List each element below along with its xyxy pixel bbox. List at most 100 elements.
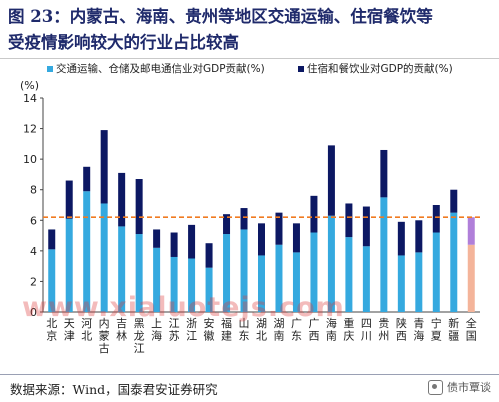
x-tick-label-5-1: 龙 [134, 330, 145, 343]
bar-series-1-17 [345, 237, 353, 312]
x-tick-label-1-0: 天 [64, 317, 75, 330]
bar-series-2-15 [310, 195, 318, 233]
bar-series-2-13 [275, 212, 283, 245]
y-tick-label-3: 6 [30, 214, 37, 227]
x-tick-label-18-1: 川 [361, 330, 372, 343]
x-tick-label-5-2: 江 [134, 342, 145, 355]
bar-series-2-14 [292, 223, 300, 253]
x-tick-label-11-0: 山 [239, 317, 250, 330]
y-tick-label-2: 4 [30, 245, 37, 258]
bar-series-1-1 [65, 218, 73, 312]
bar-series-1-6 [153, 247, 161, 312]
x-tick-label-3-0: 内 [99, 316, 110, 330]
x-tick-label-1-1: 津 [64, 330, 75, 343]
x-tick-label-10-0: 福 [221, 316, 232, 330]
x-tick-label-9-0: 安 [204, 316, 215, 330]
chart-title-line1: 图 23：内蒙古、海南、贵州等地区交通运输、住宿餐饮等 [8, 7, 433, 26]
source-note: 数据来源：Wind，国泰君安证券研究 [10, 382, 218, 397]
bar-series-2-10 [223, 214, 231, 235]
x-tick-label-18-0: 四 [361, 317, 372, 330]
bar-series-1-21 [415, 252, 423, 312]
legend-swatch-series-2 [298, 66, 304, 72]
x-tick-label-22-1: 夏 [431, 330, 442, 343]
bar-series-2-24 [467, 217, 475, 245]
bar-series-2-5 [135, 179, 143, 235]
x-tick-label-24-1: 国 [466, 330, 477, 343]
bar-series-2-20 [397, 221, 405, 256]
x-tick-label-19-1: 州 [378, 330, 389, 343]
x-tick-label-23-1: 疆 [448, 330, 459, 343]
bar-series-1-19 [380, 197, 388, 312]
x-tick-label-21-1: 海 [413, 329, 424, 343]
bar-series-1-9 [205, 267, 213, 312]
x-tick-label-20-0: 陕 [396, 316, 407, 330]
x-tick-label-14-0: 广 [291, 317, 302, 330]
chart-area: 交通运输、仓储及邮电通信业对GDP贡献(%) 住宿和餐饮业对GDP的贡献(%) (%… [0, 60, 499, 372]
x-tick-label-17-1: 庆 [343, 329, 354, 343]
x-tick-label-5-0: 黑 [134, 317, 145, 330]
bar-series-2-4 [118, 172, 126, 227]
bar-series-2-19 [380, 149, 388, 198]
bar-series-1-22 [432, 232, 440, 312]
y-tick-label-1: 2 [30, 275, 37, 288]
x-tick-label-11-1: 东 [239, 330, 250, 343]
title-divider [0, 58, 499, 59]
bar-series-2-17 [345, 203, 353, 238]
x-tick-label-2-1: 北 [81, 330, 92, 343]
account-badge-label: 债市覃谈 [447, 381, 491, 394]
x-tick-label-3-2: 古 [99, 342, 110, 355]
bar-series-2-3 [100, 130, 108, 204]
x-tick-label-12-0: 湖 [256, 317, 267, 330]
bar-series-1-18 [362, 246, 370, 312]
legend-label-series-2: 住宿和餐饮业对GDP的贡献(%) [307, 62, 453, 75]
bar-series-1-13 [275, 244, 283, 312]
x-tick-label-8-1: 江 [186, 330, 197, 343]
bar-series-1-16 [327, 215, 335, 312]
x-tick-label-19-0: 贵 [378, 317, 389, 330]
bar-series-2-6 [153, 229, 161, 248]
x-tick-label-21-0: 青 [413, 317, 424, 330]
bar-series-1-14 [292, 252, 300, 312]
bar-series-2-21 [415, 220, 423, 253]
x-tick-label-10-1: 建 [221, 329, 232, 343]
bar-series-2-7 [170, 232, 178, 257]
bar-series-1-10 [223, 234, 231, 312]
y-tick-label-7: 14 [23, 92, 37, 105]
stacked-bar-chart: 交通运输、仓储及邮电通信业对GDP贡献(%) 住宿和餐饮业对GDP的贡献(%) (%… [20, 62, 480, 355]
x-tick-label-22-0: 宁 [431, 316, 442, 330]
x-tick-label-6-0: 上 [151, 317, 162, 330]
y-axis-unit-label: (%) [20, 79, 39, 92]
bar-series-1-8 [188, 258, 196, 312]
x-tick-label-0-1: 京 [46, 329, 57, 343]
bar-series-2-9 [205, 243, 213, 268]
watermark-text: www.xialuotejs.com [22, 292, 345, 323]
bar-series-1-11 [240, 229, 248, 312]
x-tick-label-13-1: 南 [273, 330, 284, 343]
bar-series-1-23 [450, 212, 458, 312]
x-tick-label-9-1: 徽 [204, 329, 215, 343]
bar-series-1-7 [170, 256, 178, 312]
x-tick-label-4-0: 吉 [116, 317, 127, 330]
account-badge: 债市覃谈 [428, 379, 491, 395]
y-tick-label-0: 0 [30, 306, 37, 319]
x-tick-label-7-1: 苏 [169, 330, 180, 343]
x-tick-label-23-0: 新 [448, 316, 459, 330]
x-tick-label-24-0: 全 [466, 316, 477, 330]
bar-series-2-18 [362, 206, 370, 247]
x-tick-label-3-1: 蒙 [99, 330, 110, 343]
x-tick-label-16-1: 南 [326, 330, 337, 343]
legend-label-series-1: 交通运输、仓储及邮电通信业对GDP贡献(%) [56, 62, 265, 75]
x-tick-label-15-0: 广 [308, 317, 319, 330]
x-tick-label-4-1: 林 [116, 329, 127, 343]
chart-title: 图 23：内蒙古、海南、贵州等地区交通运输、住宿餐饮等 受疫情影响较大的行业占比… [8, 4, 494, 56]
x-tick-label-12-1: 北 [256, 330, 267, 343]
bar-series-2-0 [48, 229, 56, 250]
x-tick-label-8-0: 浙 [186, 317, 197, 330]
bar-series-2-23 [450, 189, 458, 213]
bar-series-1-15 [310, 232, 318, 312]
x-tick-label-2-0: 河 [81, 317, 92, 330]
x-tick-label-7-0: 江 [169, 317, 180, 330]
chart-title-line2: 受疫情影响较大的行业占比较高 [8, 33, 239, 52]
legend-swatch-series-1 [47, 66, 53, 72]
bar-series-2-1 [65, 180, 73, 219]
